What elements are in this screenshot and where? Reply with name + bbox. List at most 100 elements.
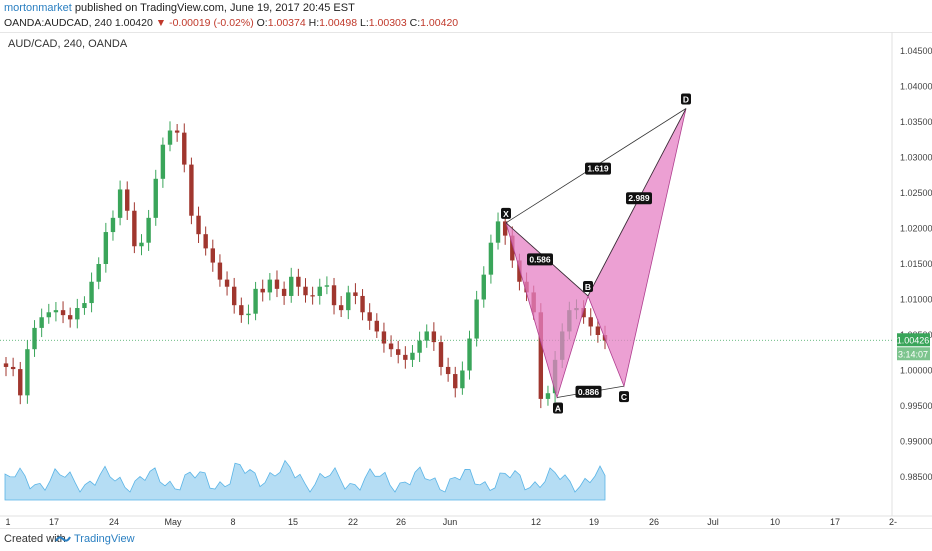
candle-body [239, 305, 244, 316]
candle-body [353, 292, 358, 296]
x-tick-label: 12 [531, 517, 541, 527]
open-label: O: [256, 17, 268, 29]
pattern-ratio-box [585, 162, 611, 175]
high-value: 1.00498 [319, 17, 358, 29]
candle-body [25, 349, 30, 396]
candle-body [467, 338, 472, 371]
candle-body [396, 349, 401, 355]
candle-body [595, 326, 601, 335]
y-tick-label: 1.02000 [900, 224, 932, 234]
candle-body [453, 374, 458, 389]
candle-body [381, 331, 387, 344]
candle-body [167, 130, 173, 145]
chart-title: AUD/CAD, 240, OANDA [8, 38, 128, 50]
symbol-label: OANDA:AUDCAD, 240 [4, 17, 112, 29]
candle-body [424, 331, 429, 341]
candle-body [403, 354, 408, 360]
candle-body [160, 144, 166, 179]
y-tick-label: 1.01500 [900, 259, 932, 269]
candle-body [289, 276, 294, 296]
candle-body [53, 310, 59, 313]
candle-body [174, 130, 180, 133]
candle-body [374, 320, 380, 332]
candle-body [517, 260, 522, 282]
candle-body [360, 295, 365, 313]
candle-body [303, 286, 308, 296]
y-tick-label: 0.99500 [900, 401, 932, 411]
candle-body [581, 308, 586, 318]
candle-body [267, 279, 273, 293]
y-tick-label: 1.04500 [900, 46, 932, 56]
candle-body [67, 315, 73, 320]
candle-body [417, 340, 422, 353]
candle-body [196, 215, 201, 235]
publish-line: mortonmarket published on TradingView.co… [4, 2, 355, 14]
x-tick-label: 2- [889, 517, 897, 527]
author-link[interactable]: mortonmarket [4, 2, 72, 14]
pattern-ratio-label: 0.886 [578, 387, 600, 397]
candle-body [89, 281, 94, 304]
x-tick-label: 17 [830, 517, 840, 527]
candle-body [431, 331, 437, 343]
last-price-label: 1.00426 [897, 335, 930, 345]
candle-body [103, 232, 109, 264]
candle-body [410, 352, 415, 360]
candle-body [538, 312, 544, 399]
candle-body [510, 235, 515, 261]
pattern-point-box [619, 391, 629, 403]
y-tick-label: 1.02500 [900, 188, 932, 198]
candle-body [110, 217, 116, 233]
candle-body [346, 292, 351, 311]
x-tick-label: 8 [230, 517, 235, 527]
candle-body [495, 221, 501, 243]
pattern-ratio-box [575, 385, 602, 398]
y-tick-label: 1.00000 [900, 366, 932, 376]
candle-body [139, 242, 144, 247]
candle-body [438, 342, 444, 367]
candle-body [460, 370, 465, 389]
x-tick-label: 24 [109, 517, 119, 527]
candle-body [324, 285, 330, 287]
created-with-text: Created with [4, 533, 66, 545]
price-chart[interactable]: 1.04500 1.04000 1.03500 1.03000 1.02500 1.020… [0, 32, 932, 528]
candle-body [146, 217, 151, 243]
tradingview-brand[interactable]: TradingView [74, 533, 135, 545]
candle-body [96, 264, 101, 282]
candle-body [32, 327, 37, 350]
pattern-ratio-label: 1.619 [587, 164, 609, 174]
countdown-box [897, 347, 930, 361]
footer-bar: Created with TradingView [0, 528, 932, 551]
x-tick-label: 17 [49, 517, 59, 527]
close-value: 1.00420 [420, 17, 459, 29]
x-tick-label: 19 [589, 517, 599, 527]
candle-body [82, 303, 87, 309]
candle-body [153, 178, 158, 218]
ohlc-line: OANDA:AUDCAD, 240 1.00420 ▼ -0.00019 (-0… [4, 17, 458, 29]
countdown-label: 3:14:07 [898, 349, 928, 359]
candle-body [75, 308, 80, 320]
x-tick-label: 26 [396, 517, 406, 527]
pattern-ratio-box [626, 192, 652, 205]
candle-body [281, 288, 287, 296]
candle-body [182, 132, 187, 165]
candle-body [502, 221, 508, 236]
candle-body [367, 312, 372, 321]
x-tick-label: Jul [707, 517, 719, 527]
x-tick-label: 26 [649, 517, 659, 527]
candle-body [445, 366, 451, 375]
candle-body [246, 313, 251, 316]
x-tick-label: 22 [348, 517, 358, 527]
candle-body [217, 262, 223, 280]
candle-body [10, 366, 16, 370]
high-label: H: [308, 17, 320, 29]
candle-body [310, 295, 315, 297]
pattern-point-box [553, 402, 563, 414]
candle-body [481, 274, 486, 300]
volume-area [4, 459, 606, 501]
pattern-ratio-label: 0.586 [529, 254, 551, 264]
low-label: L: [360, 17, 369, 29]
candle-body [488, 242, 494, 275]
y-tick-label: 0.98500 [900, 472, 932, 482]
candle-body [132, 210, 137, 247]
pattern-point-label: A [555, 403, 561, 413]
